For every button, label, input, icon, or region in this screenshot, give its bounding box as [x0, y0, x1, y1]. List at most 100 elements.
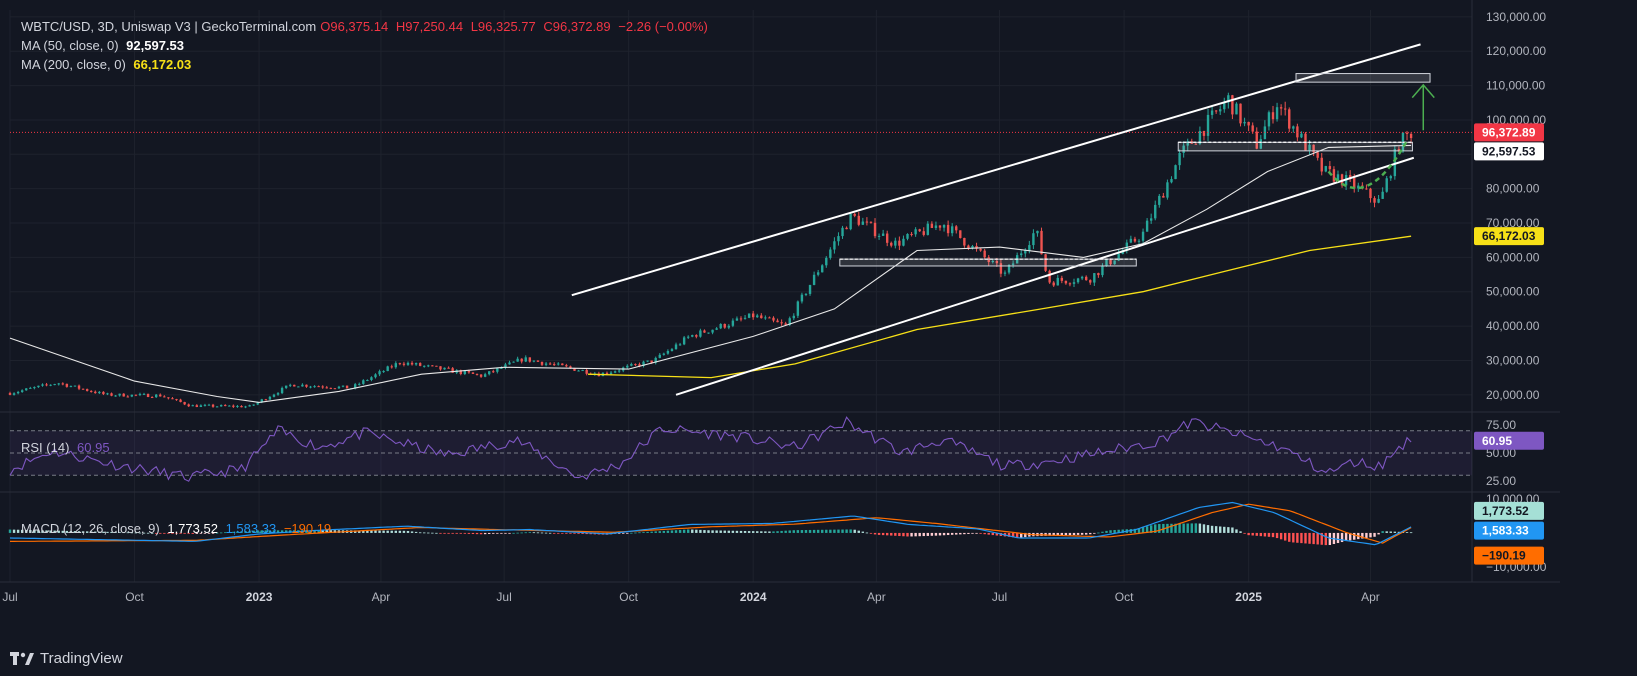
candle-body	[341, 385, 345, 387]
candle-body	[33, 387, 36, 389]
macd-histogram-bar	[1101, 531, 1104, 533]
macd-histogram-bar	[784, 530, 787, 533]
macd-histogram-bar	[366, 530, 369, 533]
candle-body	[658, 354, 661, 358]
resistance-zone-2025	[1177, 141, 1413, 152]
candle-body	[804, 293, 808, 295]
macd-histogram-bar	[1174, 523, 1177, 533]
macd-histogram-bar	[682, 529, 686, 533]
candle-body	[942, 224, 946, 228]
candle-body	[195, 405, 199, 408]
macd-histogram-bar	[451, 532, 454, 534]
candle-body	[646, 360, 649, 362]
candle-body	[1385, 178, 1388, 192]
candle-body	[540, 361, 544, 365]
macd-histogram-bar	[483, 532, 487, 535]
candle-body	[77, 385, 81, 389]
macd-value-badge-text: 1,773.52	[1482, 504, 1529, 518]
candle-body	[654, 357, 657, 363]
footer: TradingView	[0, 642, 1637, 676]
macd-histogram-bar	[650, 531, 653, 533]
candle-body	[1283, 108, 1287, 110]
candle-body	[1097, 273, 1100, 276]
candle-body	[1158, 195, 1161, 205]
symbol-legend: WBTC/USD, 3D, Uniswap V3 | GeckoTerminal…	[21, 18, 716, 36]
macd-histogram-bar	[922, 532, 925, 537]
macd-histogram-bar	[902, 532, 905, 537]
macd-histogram-bar	[33, 530, 36, 533]
ma200-line	[587, 235, 1412, 379]
candle-body	[800, 294, 804, 302]
open-value: 96,375.14	[330, 19, 389, 34]
candle-body	[447, 367, 450, 369]
macd-histogram-bar	[699, 529, 702, 533]
candle-body	[1080, 276, 1084, 279]
candle-body	[784, 323, 787, 325]
candle-body	[829, 249, 832, 258]
candle-body	[159, 394, 162, 397]
macd-histogram-bar	[780, 530, 783, 533]
candle-body	[459, 370, 462, 375]
candle-body	[297, 386, 300, 388]
candle-body	[841, 227, 844, 237]
macd-histogram-bar	[110, 531, 113, 533]
candle-body	[264, 399, 268, 401]
signal-value-badge: 1,583.33	[1474, 521, 1544, 540]
candle-body	[73, 385, 77, 387]
macd-histogram-bar	[1279, 532, 1283, 540]
candle-body	[53, 384, 56, 386]
macd-histogram-bar	[20, 529, 24, 533]
candle-body	[760, 315, 763, 319]
candle-body	[565, 365, 568, 367]
macd-histogram-bar	[967, 532, 970, 534]
candle-body	[569, 366, 572, 369]
macd-histogram-bar	[1283, 532, 1287, 541]
macd-histogram-bar	[788, 530, 791, 533]
macd-histogram-bar	[577, 532, 580, 534]
macd-histogram-bar	[1190, 523, 1193, 533]
macd-histogram-bar	[138, 532, 142, 534]
macd-histogram-bar	[69, 530, 73, 533]
macd-histogram-bar	[674, 530, 678, 533]
candle-body	[751, 313, 755, 318]
candle-body	[1020, 253, 1023, 256]
tradingview-brand[interactable]: TradingView	[10, 650, 123, 667]
macd-histogram-bar	[630, 532, 633, 534]
macd-histogram-bar	[536, 532, 540, 534]
time-tick-label: Oct	[619, 590, 638, 604]
change-value: −2.26 (−0.00%)	[618, 19, 708, 34]
candle-body	[435, 365, 438, 367]
candle-body	[922, 231, 925, 235]
candle-body	[987, 257, 990, 263]
price-tick-label: 30,000.00	[1486, 353, 1540, 367]
macd-histogram-bar	[317, 530, 320, 533]
candle-body	[479, 374, 483, 377]
macd-histogram-bar	[1373, 532, 1376, 537]
candle-body	[650, 360, 653, 363]
macd-histogram-bar	[687, 529, 690, 533]
macd-histogram-bar	[1271, 532, 1275, 538]
macd-histogram-bar	[1348, 532, 1352, 541]
candle-body	[613, 371, 617, 373]
candle-body	[1247, 121, 1250, 126]
candle-body	[179, 399, 182, 403]
macd-histogram-bar	[1117, 529, 1120, 533]
candle-body	[427, 365, 430, 367]
close-value: 96,372.89	[552, 19, 611, 34]
candle-body	[244, 406, 247, 408]
candle-body	[1275, 107, 1279, 120]
signal-legend-value: 1,583.33	[225, 521, 277, 536]
candle-body	[914, 229, 917, 235]
macd-histogram-bar	[1320, 532, 1323, 545]
brand-name: TradingView	[40, 650, 123, 667]
candle-body	[776, 320, 779, 323]
macd-histogram-bar	[804, 530, 808, 533]
candle-body	[853, 213, 856, 216]
macd-histogram-bar	[175, 532, 178, 534]
candle-body	[240, 405, 243, 408]
support-zone-2024	[839, 258, 1137, 267]
macd-histogram-bar	[443, 532, 446, 534]
ma200-badge-bg	[1474, 227, 1544, 246]
macd-histogram-bar	[1141, 527, 1145, 533]
